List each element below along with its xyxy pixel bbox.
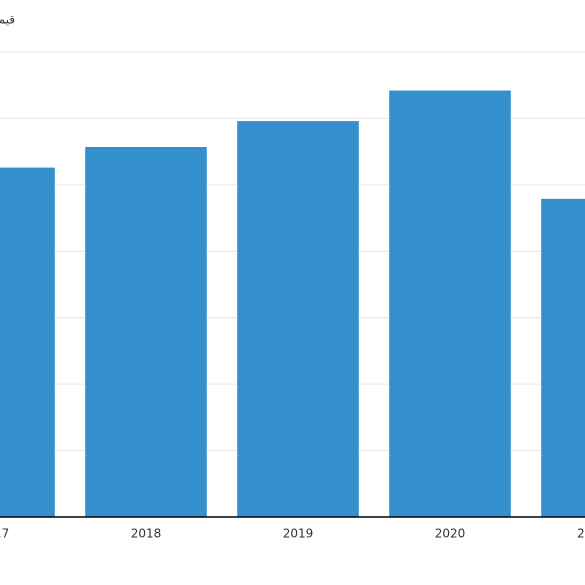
x-tick-label: 2019: [283, 527, 314, 541]
x-tick-label: 2018: [131, 527, 162, 541]
bar: [237, 121, 359, 517]
bar: [541, 198, 585, 518]
x-tick-label: 2017: [0, 527, 9, 541]
bar: [85, 146, 207, 517]
x-tick-label: 2020: [435, 527, 466, 541]
x-tick-label: من 2021: [577, 527, 585, 542]
bar: [389, 90, 511, 518]
chart-title: قيم: [0, 13, 15, 27]
bar: [0, 167, 55, 518]
